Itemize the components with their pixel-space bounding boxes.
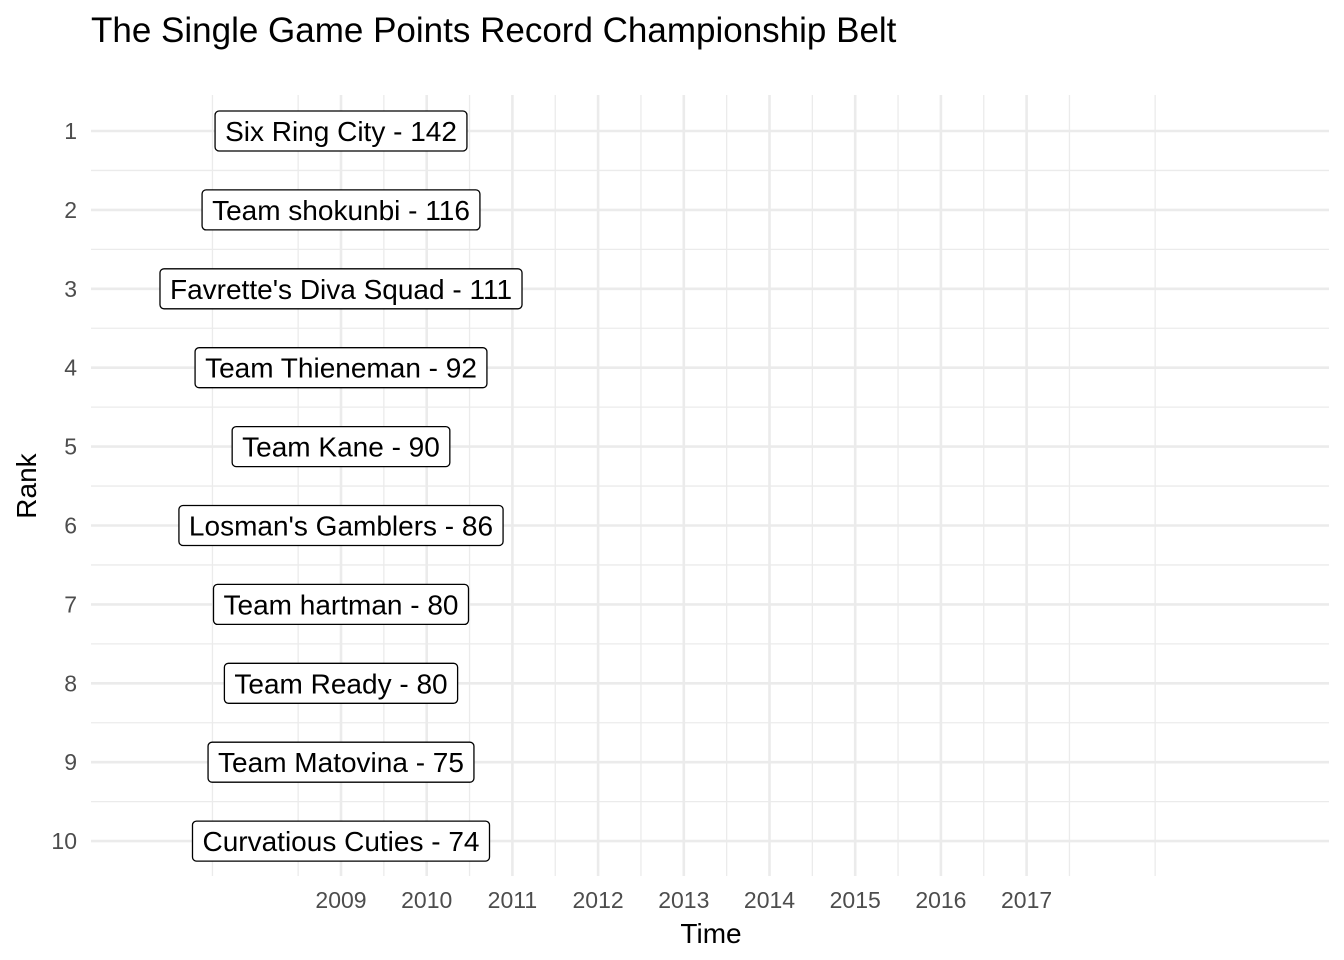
data-label-box — [191, 820, 491, 862]
data-label-box — [207, 741, 475, 783]
y-tick-label: 4 — [64, 355, 77, 381]
y-tick-label: 7 — [64, 591, 77, 617]
data-label: Team Matovina - 75 — [207, 741, 475, 783]
data-label-box — [214, 110, 468, 152]
data-label-box — [231, 425, 451, 468]
data-label: Team Thieneman - 92 — [194, 347, 488, 389]
data-label-text: Team Matovina - 75 — [218, 747, 464, 778]
y-axis-ticks: 1 2 3 4 5 6 7 8 9 10 — [51, 118, 77, 854]
data-label: Team hartman - 80 — [212, 583, 470, 626]
y-tick-label: 10 — [51, 828, 77, 854]
data-label-text: Team Ready - 80 — [234, 668, 447, 699]
data-label-text: Team shokunbi - 116 — [212, 195, 470, 226]
x-tick-label: 2014 — [744, 887, 795, 913]
x-tick-label: 2015 — [830, 887, 881, 913]
data-label-box — [159, 268, 523, 310]
x-tick-label: 2012 — [573, 887, 624, 913]
x-tick-label: 2016 — [915, 887, 966, 913]
x-tick-label: 2011 — [488, 887, 537, 913]
data-labels: Six Ring City - 142 Team shokunbi - 116 Fa… — [159, 110, 523, 862]
y-tick-label: 9 — [64, 749, 77, 775]
data-label-text: Favrette's Diva Squad - 111 — [170, 274, 512, 305]
data-label-box — [194, 347, 488, 389]
data-label-text: Losman's Gamblers - 86 — [189, 511, 493, 542]
y-tick-label: 2 — [64, 197, 77, 223]
data-label: Team Ready - 80 — [223, 662, 459, 704]
y-tick-label: 1 — [64, 118, 77, 144]
data-label: Losman's Gamblers - 86 — [178, 504, 504, 547]
data-label: Curvatious Cuties - 74 — [191, 820, 491, 862]
y-tick-label: 6 — [64, 513, 77, 539]
chart-title: The Single Game Points Record Championsh… — [91, 11, 897, 50]
data-label-text: Team hartman - 80 — [224, 589, 459, 620]
data-label: Team shokunbi - 116 — [201, 189, 481, 231]
x-tick-label: 2009 — [315, 887, 366, 913]
data-label-box — [201, 189, 481, 231]
x-axis-ticks: 2009 2010 2011 2012 2013 2014 2015 2016 2017 — [315, 887, 1052, 913]
data-label-box — [223, 662, 459, 704]
x-tick-label: 2017 — [1001, 887, 1052, 913]
data-label-text: Curvatious Cuties - 74 — [202, 826, 479, 857]
y-axis-title: Rank — [11, 452, 42, 518]
data-label: Six Ring City - 142 — [214, 110, 468, 152]
data-label-text: Six Ring City - 142 — [225, 116, 457, 147]
data-label-box — [212, 583, 470, 626]
data-label-text: Team Thieneman - 92 — [205, 353, 477, 384]
x-tick-label: 2010 — [401, 887, 452, 913]
data-label: Favrette's Diva Squad - 111 — [159, 268, 523, 310]
data-label: Team Kane - 90 — [231, 425, 451, 468]
x-tick-label: 2013 — [658, 887, 709, 913]
y-tick-label: 3 — [64, 276, 77, 302]
data-label-text: Team Kane - 90 — [242, 432, 440, 463]
data-label-box — [178, 504, 504, 547]
y-tick-label: 5 — [64, 434, 77, 460]
y-tick-label: 8 — [64, 670, 77, 696]
x-axis-title: Time — [680, 918, 741, 949]
